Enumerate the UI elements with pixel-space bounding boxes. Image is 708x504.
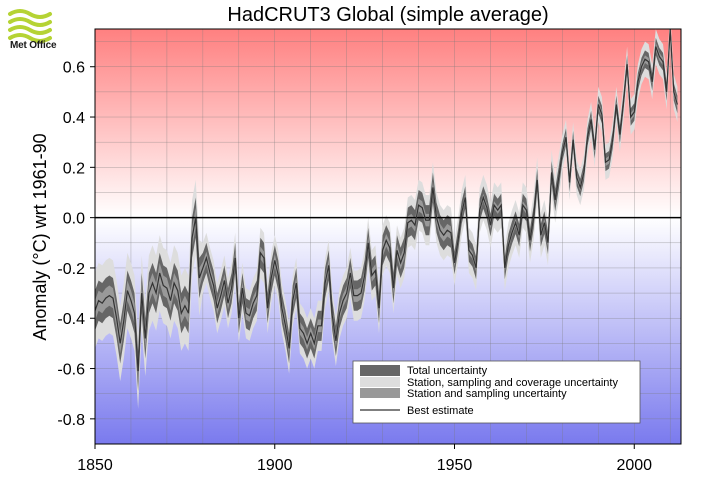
x-tick-label: 1950 <box>437 457 473 474</box>
legend-label-coverage: Station, sampling and coverage uncertain… <box>407 377 618 389</box>
legend-label-total: Total uncertainty <box>407 365 488 377</box>
y-axis-label: Anomaly (°C) wrt 1961-90 <box>30 133 50 340</box>
y-tick-label: -0.8 <box>57 412 85 429</box>
y-tick-label: 0.4 <box>63 110 85 127</box>
x-axis: 1850 1900 1950 2000 <box>77 444 652 474</box>
legend-label-best-estimate: Best estimate <box>407 405 474 417</box>
y-tick-label: 0.0 <box>63 211 85 228</box>
x-tick-label: 1900 <box>257 457 293 474</box>
legend-swatch-total <box>360 365 400 376</box>
met-office-logo-text: Met Office <box>10 40 57 51</box>
met-office-logo-icon <box>8 9 52 43</box>
legend-box <box>352 360 641 424</box>
y-tick-label: -0.2 <box>57 261 85 278</box>
legend-swatch-station <box>360 388 400 398</box>
y-tick-label: 0.6 <box>63 60 85 77</box>
legend-label-station: Station and sampling uncertainty <box>407 388 567 400</box>
x-tick-label: 1850 <box>77 457 113 474</box>
plot-frame <box>94 28 682 445</box>
x-tick-label: 2000 <box>616 457 652 474</box>
y-axis: -0.8 -0.6 -0.4 -0.2 0.0 0.2 0.4 0.6 <box>57 60 95 429</box>
legend: Total uncertainty Station, sampling and … <box>352 360 641 424</box>
chart-title: HadCRUT3 Global (simple average) <box>227 4 548 26</box>
best-estimate-line <box>95 29 678 372</box>
y-tick-label: -0.6 <box>57 362 85 379</box>
y-tick-label: -0.4 <box>57 311 85 328</box>
legend-swatch-coverage <box>360 377 400 387</box>
y-tick-label: 0.2 <box>63 160 85 177</box>
